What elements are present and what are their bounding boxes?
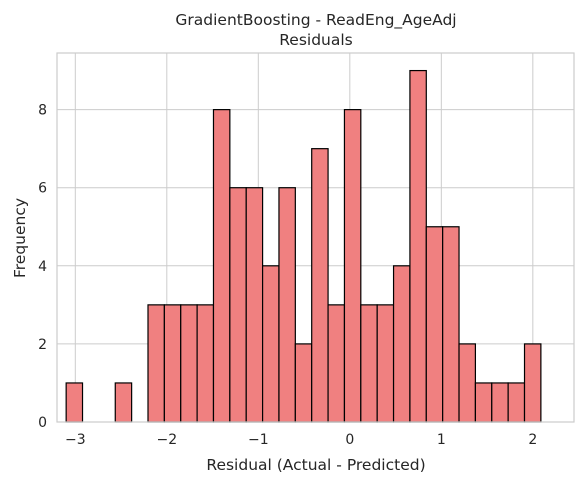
x-axis-label: Residual (Actual - Predicted)	[206, 456, 425, 474]
histogram-bar	[376, 304, 395, 423]
y-tick-label: 4	[38, 259, 47, 275]
histogram-bar	[491, 382, 509, 423]
histogram-bars	[65, 69, 542, 423]
y-tick-label: 0	[38, 415, 47, 431]
histogram-bar	[392, 265, 411, 423]
y-tick-label: 2	[38, 337, 47, 353]
histogram-bar	[442, 226, 460, 423]
histogram-bar	[360, 304, 378, 423]
x-tick-label: −1	[248, 432, 269, 448]
histogram-bar	[507, 382, 526, 423]
histogram-bar	[523, 343, 542, 423]
histogram-bar	[180, 304, 198, 423]
y-axis-label: Frequency	[11, 198, 29, 278]
histogram-bar	[425, 226, 444, 423]
histogram-bar	[245, 187, 264, 423]
histogram-bar	[212, 109, 231, 423]
histogram-bar	[114, 382, 133, 423]
y-tick-labels: 0 2 4 6 8	[38, 103, 47, 431]
histogram-bar	[229, 187, 247, 423]
histogram-bar	[327, 304, 346, 423]
chart-subtitle: Residuals	[279, 31, 353, 49]
histogram-bar	[65, 382, 84, 423]
histogram-bar	[278, 187, 296, 423]
x-tick-label: −3	[65, 432, 86, 448]
x-tick-label: 0	[345, 432, 354, 448]
histogram-bar	[343, 109, 362, 423]
histogram-bar	[294, 343, 313, 423]
histogram-bar	[147, 304, 165, 423]
histogram-bar	[474, 382, 493, 423]
y-tick-label: 6	[38, 181, 47, 197]
histogram-bar	[409, 69, 427, 423]
x-tick-label: 1	[437, 432, 446, 448]
x-tick-labels: −3 −2 −1 0 1 2	[65, 432, 537, 448]
histogram-bar	[163, 304, 182, 423]
histogram-bar	[261, 265, 280, 423]
y-tick-label: 8	[38, 103, 47, 119]
histogram-bar	[196, 304, 215, 423]
histogram-bar	[458, 343, 477, 423]
plot-frame	[56, 52, 575, 423]
x-tick-label: 2	[528, 432, 537, 448]
histogram-bar	[311, 148, 329, 423]
x-tick-label: −2	[156, 432, 177, 448]
chart-title: GradientBoosting - ReadEng_AgeAdj	[175, 11, 456, 30]
